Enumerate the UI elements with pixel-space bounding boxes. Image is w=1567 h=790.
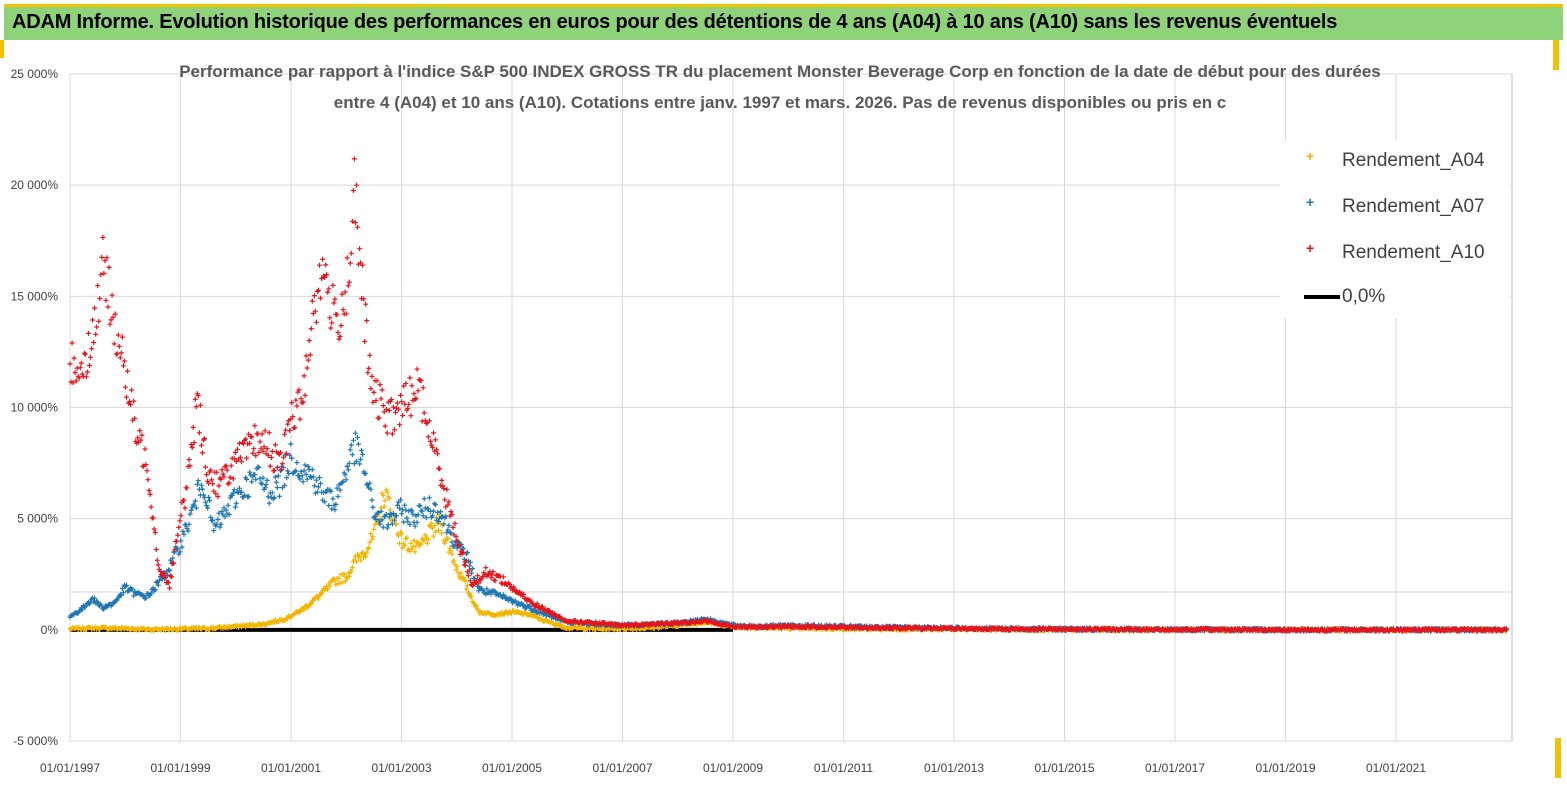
x-tick-label: 01/01/2001 [261, 761, 321, 775]
corner-mark-top-left [0, 40, 4, 58]
series-rendementa07 [67, 430, 1509, 634]
x-tick-label: 01/01/1999 [150, 761, 210, 775]
y-tick-label: 20 000% [11, 178, 59, 192]
legend-label-a07: Rendement_A07 [1342, 196, 1485, 217]
grid [69, 73, 1513, 742]
y-tick-label: 15 000% [11, 289, 59, 303]
y-tick-label: -5 000% [13, 734, 58, 748]
x-axis-ticks: 01/01/1997 01/01/1999 01/01/2001 01/01/2003… [40, 761, 1426, 775]
y-tick-label: 10 000% [11, 401, 59, 415]
x-tick-label: 01/01/2019 [1255, 761, 1315, 775]
legend-item-a10: + Rendement_A10 [1280, 238, 1510, 268]
x-tick-label: 01/01/2007 [592, 761, 652, 775]
x-tick-label: 01/01/2021 [1366, 761, 1426, 775]
legend-label-a10: Rendement_A10 [1342, 242, 1485, 263]
y-tick-label: 25 000% [11, 67, 59, 81]
x-tick-label: 01/01/2009 [703, 761, 763, 775]
chart-title-line-2: entre 4 (A04) et 10 ans (A10). Cotations… [333, 93, 1227, 112]
series-layer [67, 156, 1509, 634]
series-rendementa04 [67, 487, 1509, 634]
legend-marker-a10: + [1306, 240, 1315, 256]
corner-mark-top-right [1553, 40, 1559, 70]
y-tick-label: 0% [41, 623, 59, 637]
series-points [67, 156, 1509, 634]
legend-label-a04: Rendement_A04 [1342, 150, 1485, 171]
x-tick-label: 01/01/2013 [924, 761, 984, 775]
legend-label-zero: 0,0% [1342, 286, 1386, 307]
x-tick-label: 01/01/2015 [1034, 761, 1094, 775]
x-tick-label: 01/01/2003 [371, 761, 431, 775]
corner-mark-bottom-right [1555, 738, 1561, 778]
x-tick-label: 01/01/2011 [814, 761, 873, 775]
report-title: ADAM Informe. Evolution historique des p… [12, 11, 1338, 33]
legend: + Rendement_A04 + Rendement_A07 + Rendem… [1280, 140, 1510, 318]
y-tick-label: 5 000% [17, 512, 58, 526]
report-banner: ADAM Informe. Evolution historique des p… [4, 4, 1563, 40]
legend-marker-a07: + [1306, 194, 1315, 210]
series-rendementa10 [67, 156, 1509, 634]
legend-item-a07: + Rendement_A07 [1280, 192, 1510, 222]
y-axis-ticks: -5 000% 0% 5 000% 10 000% 15 000% 20 000% 25 0… [11, 67, 59, 748]
legend-item-zero: 0,0% [1280, 282, 1510, 312]
legend-item-a04: + Rendement_A04 [1280, 146, 1510, 176]
x-tick-label: 01/01/2017 [1145, 761, 1205, 775]
series-points [67, 487, 1509, 634]
legend-marker-a04: + [1306, 148, 1315, 164]
legend-marker-zero [1304, 295, 1340, 299]
x-tick-label: 01/01/1997 [40, 761, 100, 775]
chart-title-line-1: Performance par rapport à l'indice S&P 5… [179, 62, 1381, 81]
series-points [67, 430, 1509, 634]
x-tick-label: 01/01/2005 [482, 761, 542, 775]
